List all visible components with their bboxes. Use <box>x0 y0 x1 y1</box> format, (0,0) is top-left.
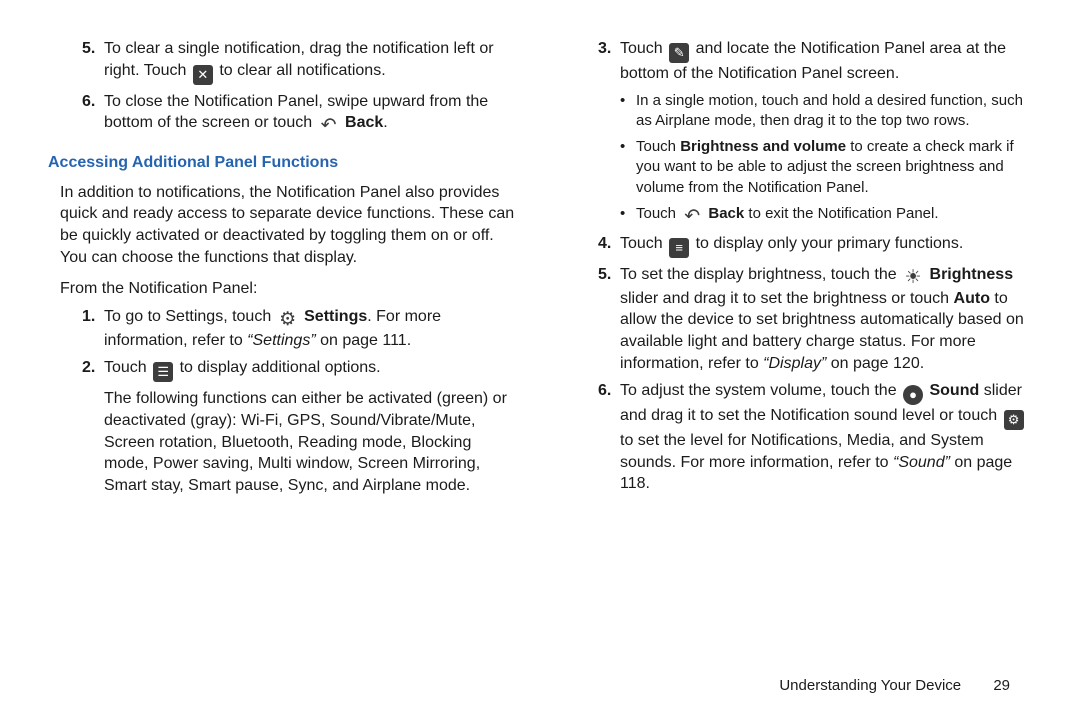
footer-section: Understanding Your Device <box>779 677 961 694</box>
bullet-text: Touch Brightness and volume to create a … <box>636 137 1032 198</box>
text: on page 111. <box>316 332 412 349</box>
gear-icon: ⚙ <box>278 310 298 330</box>
back-icon: ↶ <box>682 207 702 227</box>
text: To go to Settings, touch <box>104 308 276 325</box>
step-text: Touch ≡ to display only your primary fun… <box>620 233 1032 258</box>
page-number: 29 <box>993 677 1010 694</box>
settings-label: Settings <box>304 308 367 325</box>
right-column: 3. Touch ✎ and locate the Notification P… <box>564 32 1032 672</box>
text: Touch <box>620 235 667 252</box>
list-icon: ≡ <box>669 238 689 258</box>
ref: “Settings” <box>247 332 315 349</box>
text: to display additional options. <box>180 359 381 376</box>
step-number: 6. <box>598 380 620 495</box>
back-label: Back <box>708 205 744 222</box>
close-icon: ✕ <box>193 65 213 85</box>
bullet-3: • Touch ↶ Back to exit the Notification … <box>620 204 1032 227</box>
bullet: • <box>620 91 636 132</box>
manual-page: 5. To clear a single notification, drag … <box>0 0 1080 672</box>
bullet-1: • In a single motion, touch and hold a d… <box>620 91 1032 132</box>
from-line: From the Notification Panel: <box>60 278 516 300</box>
grid-icon: ☰ <box>153 362 173 382</box>
bullet: • <box>620 204 636 227</box>
page-footer: Understanding Your Device 29 <box>779 676 1010 696</box>
step-text: Touch ✎ and locate the Notification Pane… <box>620 38 1032 85</box>
back-icon: ↶ <box>319 116 339 136</box>
brightness-icon: ☀ <box>903 268 923 288</box>
intro-paragraph: In addition to notifications, the Notifi… <box>60 182 516 268</box>
text: to display only your primary functions. <box>696 235 964 252</box>
bullet: • <box>620 137 636 198</box>
text: on page 120. <box>826 355 924 372</box>
text: To set the display brightness, touch the <box>620 266 901 283</box>
ref: “Sound” <box>893 454 950 471</box>
step-number: 5. <box>598 264 620 374</box>
step-3: 3. Touch ✎ and locate the Notification P… <box>598 38 1032 85</box>
step-text: To set the display brightness, touch the… <box>620 264 1032 374</box>
bullet-text: In a single motion, touch and hold a des… <box>636 91 1032 132</box>
ref: “Display” <box>763 355 826 372</box>
text: Touch <box>636 205 680 222</box>
step-text: To clear a single notification, drag the… <box>104 38 516 85</box>
pencil-icon: ✎ <box>669 43 689 63</box>
step-number: 6. <box>82 91 104 137</box>
step-6r: 6. To adjust the system volume, touch th… <box>598 380 1032 495</box>
mixer-icon: ⚙ <box>1004 410 1024 430</box>
step-6: 6. To close the Notification Panel, swip… <box>82 91 516 137</box>
text: To close the Notification Panel, swipe u… <box>104 93 488 132</box>
text: Touch <box>104 359 151 376</box>
bullet-2: • Touch Brightness and volume to create … <box>620 137 1032 198</box>
step-number: 4. <box>598 233 620 258</box>
back-label: Back <box>345 114 383 131</box>
step-text: Touch ☰ to display additional options. T… <box>104 357 516 496</box>
sound-label: Sound <box>929 382 979 399</box>
step-4: 4. Touch ≡ to display only your primary … <box>598 233 1032 258</box>
bullet-text: Touch ↶ Back to exit the Notification Pa… <box>636 204 1032 227</box>
bv-label: Brightness and volume <box>680 138 846 155</box>
step-number: 3. <box>598 38 620 85</box>
step-text: To adjust the system volume, touch the ●… <box>620 380 1032 495</box>
text: to exit the Notification Panel. <box>744 205 938 222</box>
auto-label: Auto <box>954 290 990 307</box>
text: The following functions can either be ac… <box>104 390 507 493</box>
step-text: To close the Notification Panel, swipe u… <box>104 91 516 137</box>
text: To adjust the system volume, touch the <box>620 382 901 399</box>
sound-icon: ● <box>903 385 923 405</box>
step-text: To go to Settings, touch ⚙ Settings. For… <box>104 306 516 352</box>
substep-2: 2. Touch ☰ to display additional options… <box>82 357 516 496</box>
text: slider and drag it to set the brightness… <box>620 290 954 307</box>
step-number: 1. <box>82 306 104 352</box>
section-heading: Accessing Additional Panel Functions <box>48 152 516 174</box>
left-column: 5. To clear a single notification, drag … <box>48 32 516 672</box>
brightness-label: Brightness <box>930 266 1014 283</box>
text: . <box>383 114 387 131</box>
step-number: 5. <box>82 38 104 85</box>
text: Touch <box>620 40 667 57</box>
substep-1: 1. To go to Settings, touch ⚙ Settings. … <box>82 306 516 352</box>
step-5: 5. To clear a single notification, drag … <box>82 38 516 85</box>
step-number: 2. <box>82 357 104 496</box>
text: Touch <box>636 138 680 155</box>
step-5r: 5. To set the display brightness, touch … <box>598 264 1032 374</box>
text: to clear all notifications. <box>219 62 385 79</box>
